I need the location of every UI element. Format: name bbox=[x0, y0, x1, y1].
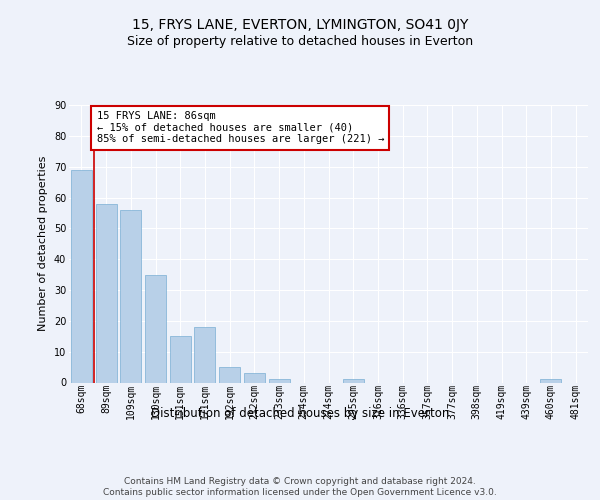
Bar bbox=[244, 373, 265, 382]
Bar bbox=[269, 380, 290, 382]
Bar bbox=[194, 327, 215, 382]
Bar bbox=[95, 204, 116, 382]
Bar bbox=[170, 336, 191, 382]
Bar bbox=[71, 170, 92, 382]
Bar bbox=[541, 380, 562, 382]
Y-axis label: Number of detached properties: Number of detached properties bbox=[38, 156, 48, 332]
Bar bbox=[343, 380, 364, 382]
Text: 15, FRYS LANE, EVERTON, LYMINGTON, SO41 0JY: 15, FRYS LANE, EVERTON, LYMINGTON, SO41 … bbox=[132, 18, 468, 32]
Bar bbox=[219, 367, 240, 382]
Text: Contains HM Land Registry data © Crown copyright and database right 2024.
Contai: Contains HM Land Registry data © Crown c… bbox=[103, 478, 497, 497]
Bar bbox=[145, 274, 166, 382]
Text: Size of property relative to detached houses in Everton: Size of property relative to detached ho… bbox=[127, 35, 473, 48]
Text: Distribution of detached houses by size in Everton: Distribution of detached houses by size … bbox=[151, 408, 449, 420]
Text: 15 FRYS LANE: 86sqm
← 15% of detached houses are smaller (40)
85% of semi-detach: 15 FRYS LANE: 86sqm ← 15% of detached ho… bbox=[97, 111, 384, 144]
Bar bbox=[120, 210, 141, 382]
